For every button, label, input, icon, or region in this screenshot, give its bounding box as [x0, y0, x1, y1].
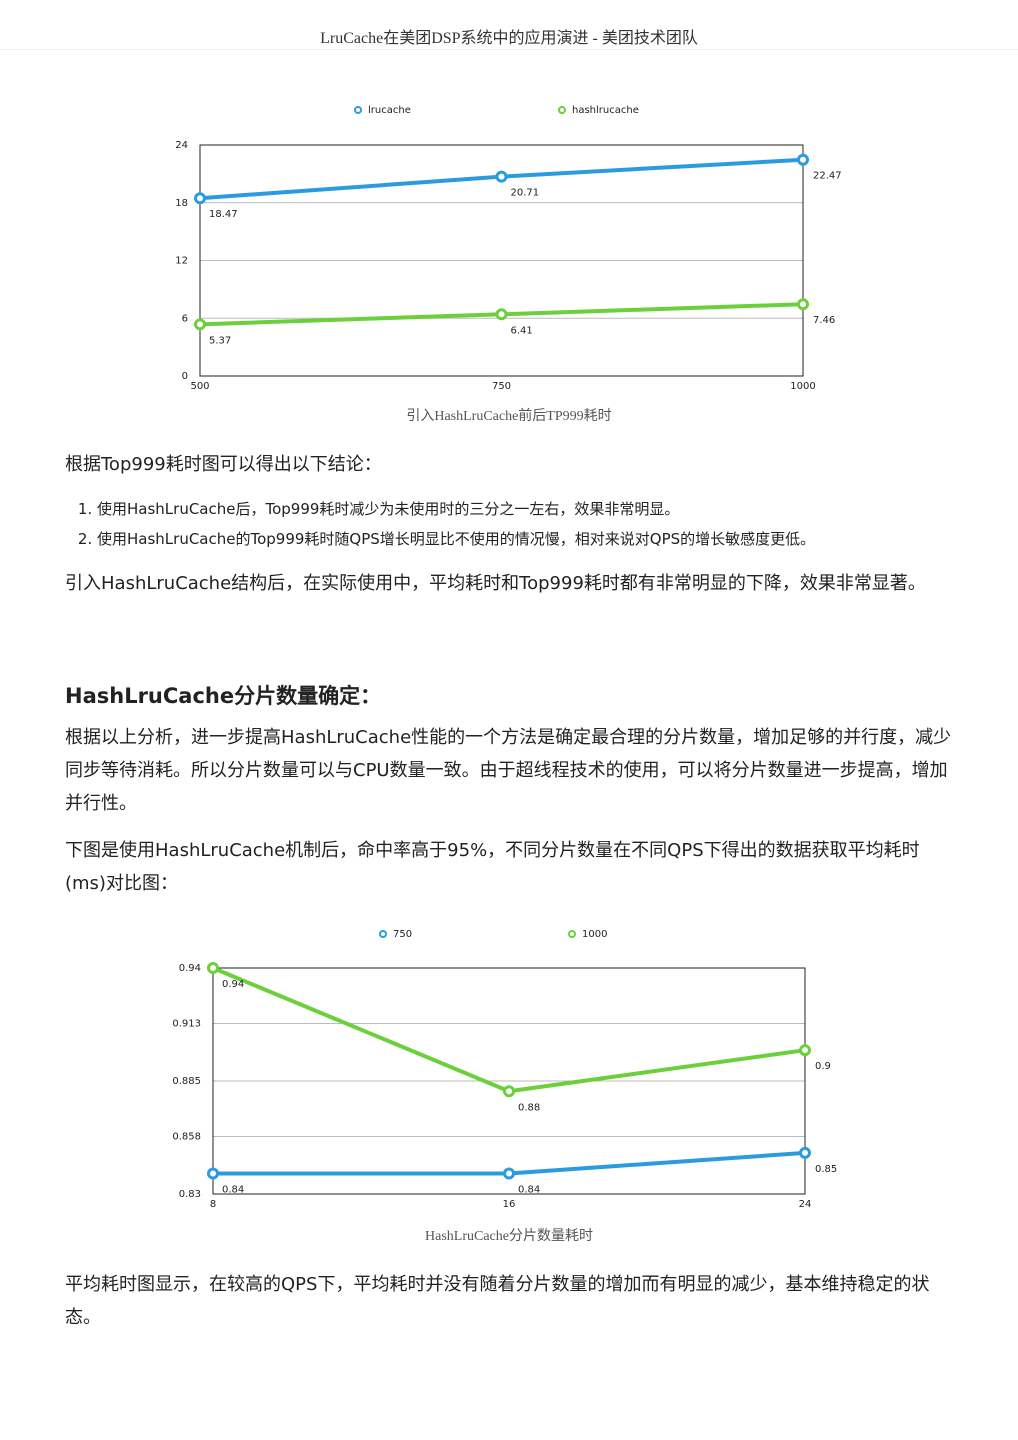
paragraph: 根据Top999耗时图可以得出以下结论： [65, 454, 382, 475]
data-label: 0.85 [815, 1164, 837, 1175]
list-item: 使用HashLruCache后，Top999耗时减少为未使用时的三分之一左右，效… [97, 494, 997, 524]
data-point [799, 1044, 811, 1057]
data-point [503, 1085, 515, 1098]
page-header: LruCache在美团DSP系统中的应用演进 - 美团技术团队 [320, 30, 698, 47]
legend-marker [558, 106, 566, 114]
data-label: 7.46 [813, 315, 835, 326]
header-rule [0, 49, 1018, 50]
y-tick-label: 0 [182, 371, 188, 382]
data-label: 5.37 [209, 335, 231, 346]
y-tick-label: 18 [175, 198, 188, 209]
series-line [212, 966, 806, 1094]
paragraph: 引入HashLruCache结构后，在实际使用中，平均耗时和Top999耗时都有… [65, 573, 926, 594]
data-label: 0.94 [222, 979, 244, 990]
data-label: 18.47 [209, 209, 238, 220]
legend-marker [379, 930, 387, 938]
chart-caption: 引入HashLruCache前后TP999耗时 [406, 409, 612, 424]
y-tick-label: 24 [175, 140, 188, 151]
chart: 0.83 0.858 0.885 0.913 0.94 8 16 24 750 0.84 0.84 0… [172, 929, 837, 1210]
conclusion-list: 使用HashLruCache后，Top999耗时减少为未使用时的三分之一左右，效… [65, 494, 997, 554]
paragraph: 根据以上分析，进一步提高HashLruCache性能的一个方法是确定最合理的分片… [65, 727, 952, 814]
data-point [797, 153, 809, 166]
data-point [797, 298, 809, 311]
x-tick-label: 8 [210, 1199, 216, 1210]
plot-frame [199, 144, 804, 377]
y-tick-label: 0.885 [172, 1076, 201, 1087]
data-label: 6.41 [511, 325, 533, 336]
y-tick-label: 6 [182, 313, 188, 324]
data-point [207, 1167, 219, 1180]
legend-marker [568, 930, 576, 938]
legend-label: hashlrucache [572, 105, 639, 116]
data-label: 0.84 [222, 1184, 244, 1195]
paragraph: 下图是使用HashLruCache机制后，命中率高于95%，不同分片数量在不同Q… [65, 840, 920, 894]
data-label: 0.84 [518, 1184, 540, 1195]
y-tick-label: 0.83 [179, 1189, 201, 1200]
data-point [495, 170, 508, 183]
legend-marker [354, 106, 362, 114]
x-tick-label: 16 [503, 1199, 516, 1210]
paragraph: 平均耗时图显示，在较高的QPS下，平均耗时并没有随着分片数量的增加而有明显的减少… [65, 1274, 930, 1328]
legend-label: 1000 [582, 929, 607, 940]
x-tick-label: 1000 [790, 381, 815, 392]
y-tick-label: 0.94 [179, 963, 201, 974]
legend-label: 750 [393, 929, 412, 940]
chart: 0 6 12 18 24 500 750 1000 lrucache 18.47 20.71 22.4… [175, 105, 842, 392]
data-point [503, 1167, 515, 1180]
list-item: 使用HashLruCache的Top999耗时随QPS增长明显比不使用的情况慢，… [97, 524, 997, 554]
data-label: 22.47 [813, 171, 842, 182]
y-tick-label: 12 [175, 256, 188, 267]
section-heading: HashLruCache分片数量确定： [65, 684, 382, 708]
data-label: 20.71 [511, 188, 540, 199]
data-point [194, 318, 206, 331]
data-point [799, 1146, 811, 1159]
plot-frame [212, 967, 806, 1195]
data-label: 0.9 [815, 1061, 831, 1072]
y-tick-label: 0.913 [172, 1018, 201, 1029]
data-point [207, 962, 219, 974]
data-point [495, 308, 508, 321]
data-point [194, 192, 206, 205]
legend-label: lrucache [368, 105, 411, 116]
x-tick-label: 750 [492, 381, 511, 392]
chart-caption: HashLruCache分片数量耗时 [425, 1229, 593, 1244]
y-tick-label: 0.858 [172, 1131, 201, 1142]
x-tick-label: 24 [799, 1199, 812, 1210]
x-tick-label: 500 [190, 381, 209, 392]
data-label: 0.88 [518, 1102, 540, 1113]
